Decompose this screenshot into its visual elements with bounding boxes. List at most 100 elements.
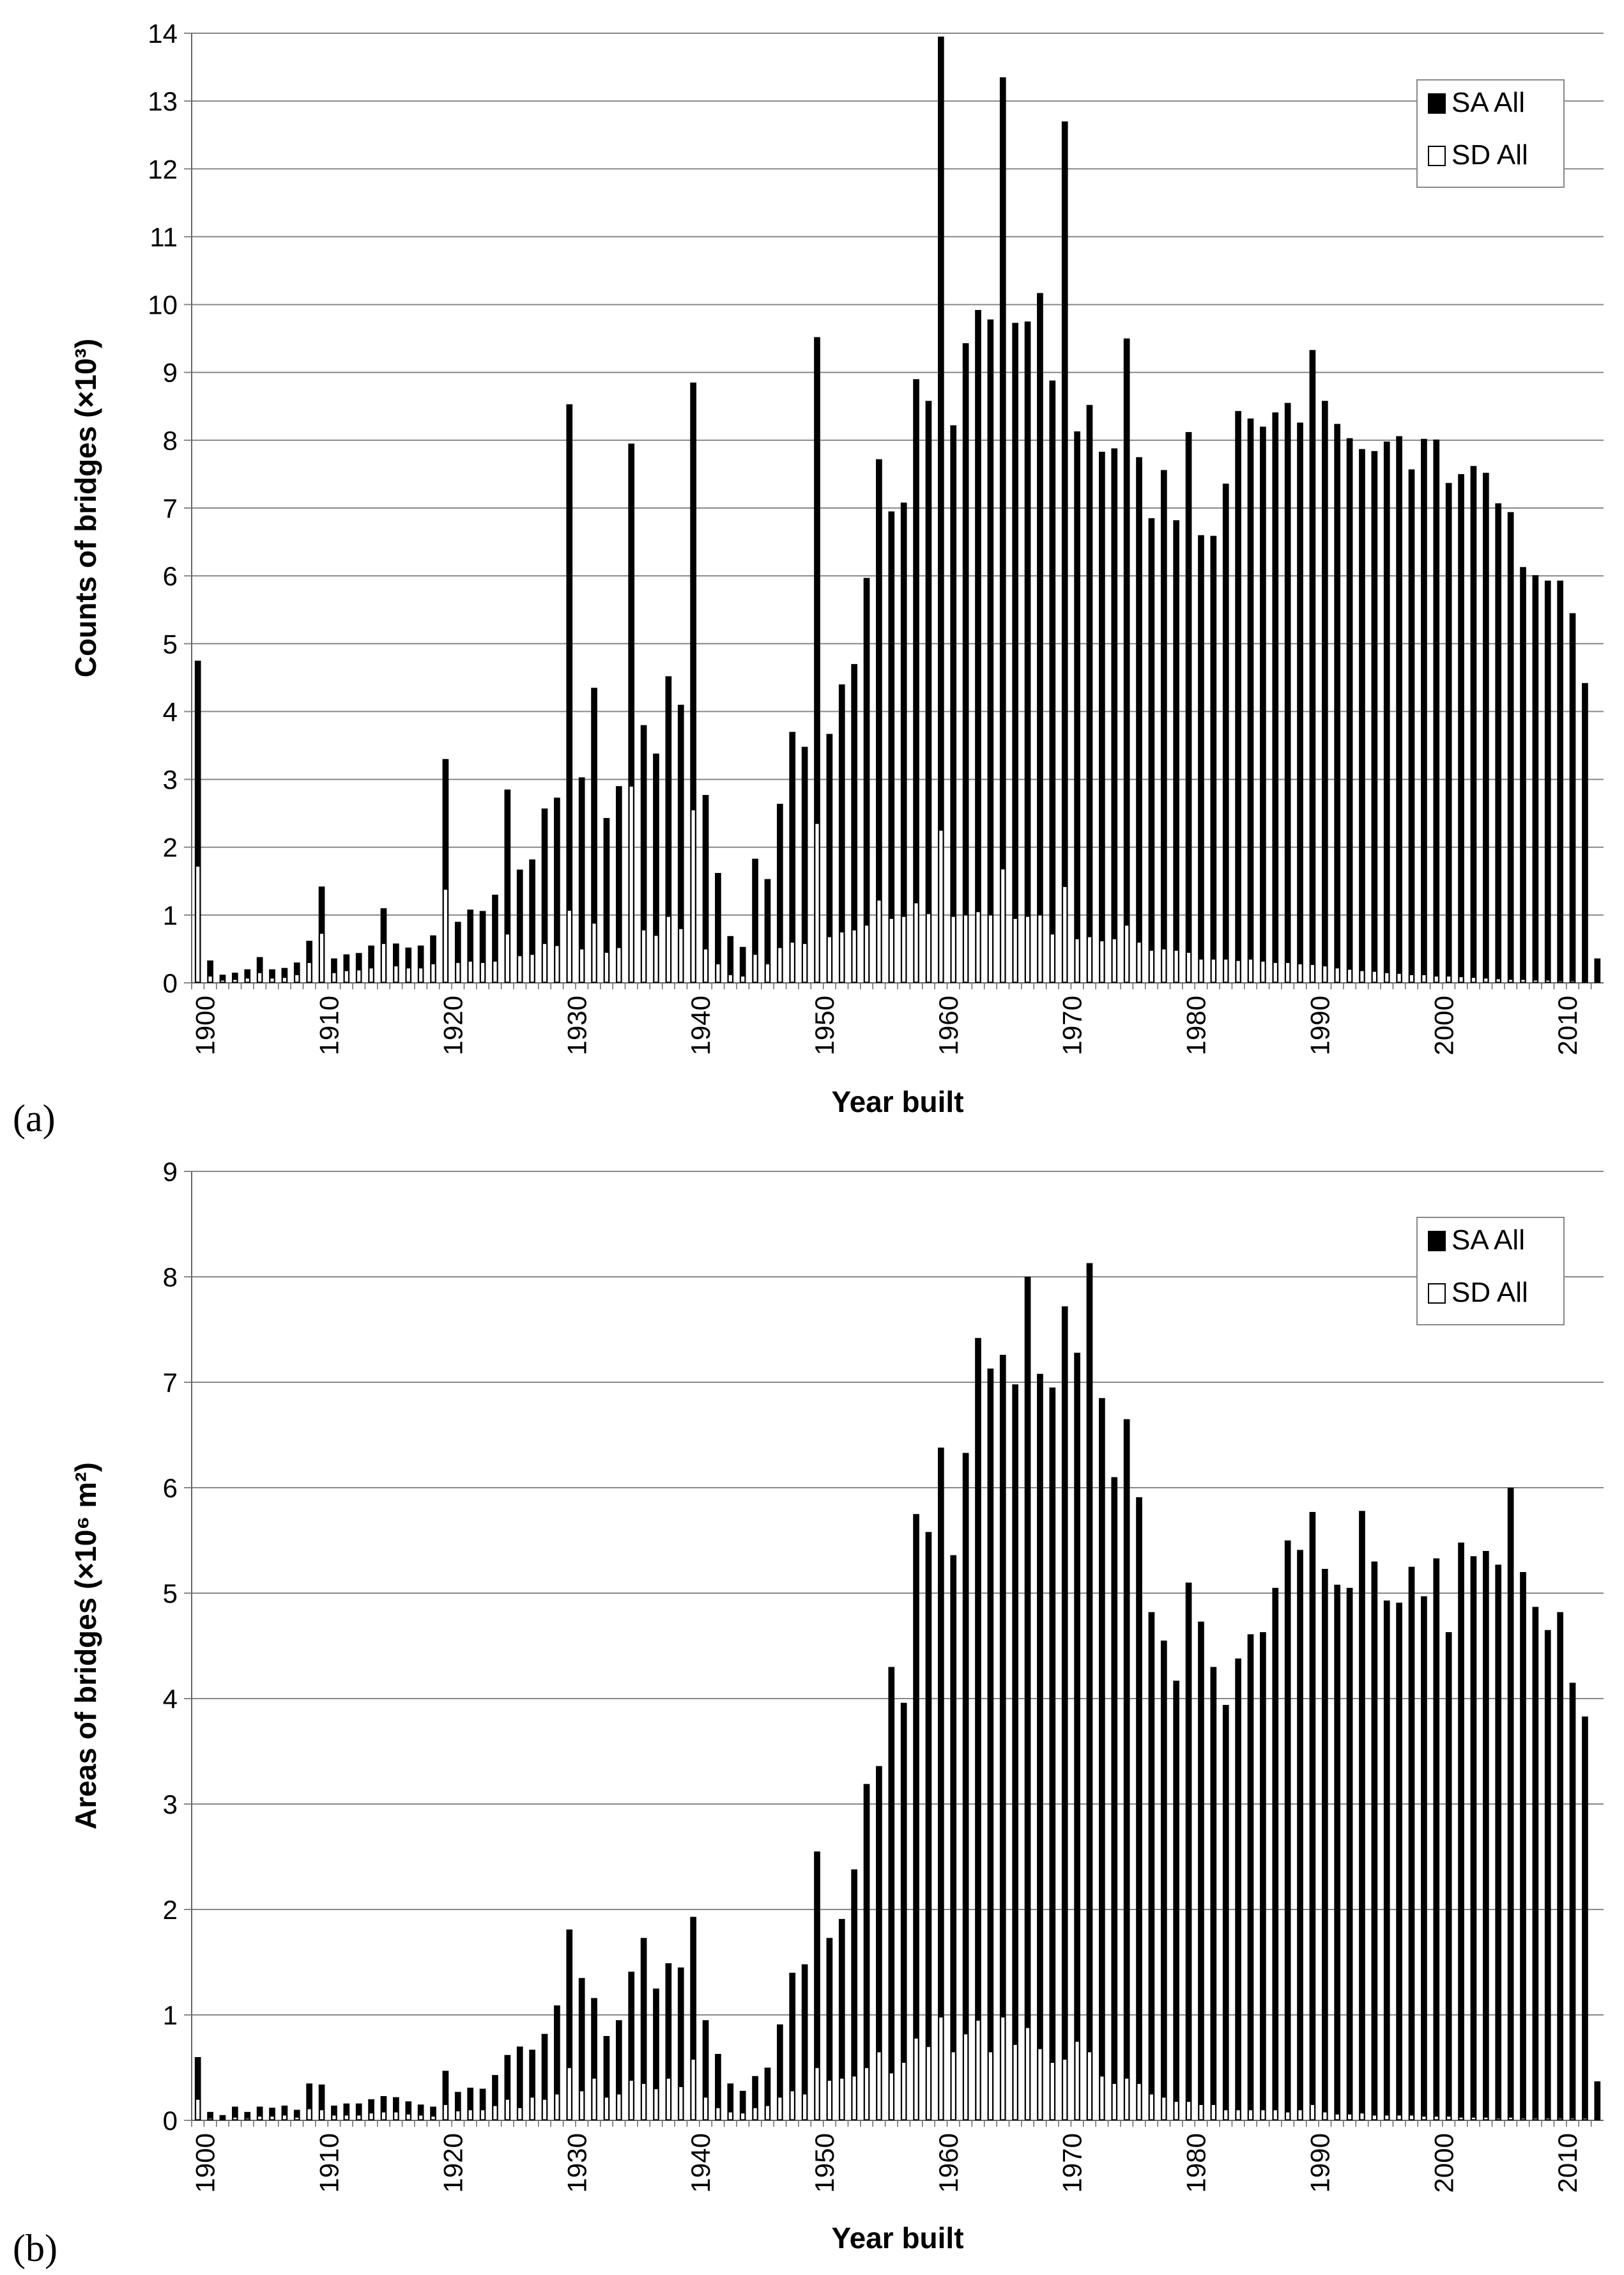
bar-sd-1928 bbox=[542, 2099, 548, 2120]
xtick-label-2010: 2010 bbox=[1552, 2133, 1582, 2193]
bar-sd-1918 bbox=[418, 2115, 424, 2120]
ytick-label-5: 5 bbox=[163, 629, 178, 659]
bar-sa-1921 bbox=[454, 2092, 461, 2120]
bar-sa-1934 bbox=[615, 2020, 622, 2120]
bar-sa-1986 bbox=[1260, 426, 1266, 983]
bar-sa-1988 bbox=[1284, 1540, 1291, 2120]
bar-sa-1977 bbox=[1148, 518, 1155, 983]
bar-sa-1960 bbox=[938, 36, 944, 983]
bar-sa-1968 bbox=[1037, 293, 1043, 983]
bar-sa-1956 bbox=[888, 1667, 895, 2120]
bar-sa-1924 bbox=[492, 895, 498, 983]
bar-sd-1929 bbox=[554, 2094, 560, 2120]
bar-sd-1941 bbox=[703, 948, 709, 983]
bar-sa-1912 bbox=[343, 954, 350, 983]
bar-sa-1966 bbox=[1012, 1384, 1019, 2120]
bar-sd-1912 bbox=[344, 2115, 349, 2120]
xtick-label-1900: 1900 bbox=[190, 996, 220, 1055]
bar-sa-1978 bbox=[1160, 470, 1167, 983]
bar-sa-1903 bbox=[232, 973, 238, 983]
bar-sd-1944 bbox=[740, 2112, 746, 2120]
bar-sd-1920 bbox=[443, 2104, 448, 2120]
bar-sd-1976 bbox=[1136, 2083, 1142, 2120]
bar-sd-1917 bbox=[406, 967, 411, 983]
bar-sa-1976 bbox=[1136, 1497, 1142, 2120]
bar-sd-1974 bbox=[1112, 938, 1117, 983]
bar-sd-1923 bbox=[480, 962, 486, 983]
bar-sa-1952 bbox=[838, 1918, 845, 2120]
bar-sa-1902 bbox=[219, 2115, 226, 2120]
bar-sd-1968 bbox=[1037, 914, 1043, 983]
bar-sa-1990 bbox=[1309, 1511, 1316, 2120]
bar-sa-1989 bbox=[1297, 422, 1303, 983]
bar-sd-2000 bbox=[1434, 975, 1439, 983]
bar-sd-1973 bbox=[1099, 2075, 1105, 2120]
bar-sa-1907 bbox=[281, 2105, 288, 2120]
bar-sa-1908 bbox=[293, 962, 300, 983]
bar-sd-1996 bbox=[1384, 2115, 1390, 2120]
bar-sd-1901 bbox=[207, 2117, 213, 2120]
bar-sd-1947 bbox=[777, 2096, 783, 2120]
bar-sd-1989 bbox=[1297, 963, 1303, 983]
xtick-label-1940: 1940 bbox=[686, 2133, 716, 2193]
bar-sd-1999 bbox=[1421, 974, 1427, 983]
bar-sa-1955 bbox=[876, 459, 882, 983]
bar-sd-1955 bbox=[876, 899, 882, 983]
bar-sa-1991 bbox=[1321, 1569, 1328, 2120]
bar-sd-1935 bbox=[629, 785, 634, 983]
bar-sa-1962 bbox=[962, 1453, 969, 2120]
bar-sd-1952 bbox=[839, 2078, 845, 2120]
bar-sa-1979 bbox=[1173, 1680, 1180, 2120]
bar-sa-1996 bbox=[1383, 441, 1390, 983]
bar-sd-2004 bbox=[1483, 2117, 1489, 2120]
bar-sd-1936 bbox=[641, 929, 647, 983]
ytick-label-6: 6 bbox=[163, 561, 178, 591]
bar-sa-1920 bbox=[442, 2071, 449, 2120]
bar-sd-2008 bbox=[1533, 980, 1538, 983]
bar-sa-1929 bbox=[554, 2005, 560, 2120]
bar-sa-1947 bbox=[776, 2024, 783, 2120]
bar-sa-1961 bbox=[950, 1555, 957, 2120]
bar-sd-1939 bbox=[678, 928, 684, 983]
bar-sd-1902 bbox=[220, 2118, 226, 2120]
bar-sd-1931 bbox=[579, 2090, 585, 2120]
ytick-label-8: 8 bbox=[163, 426, 178, 456]
bar-sa-1984 bbox=[1235, 1658, 1241, 2120]
bar-sa-1982 bbox=[1210, 536, 1217, 983]
bar-sd-1991 bbox=[1322, 965, 1328, 983]
bar-sd-2003 bbox=[1471, 2117, 1476, 2120]
bar-sa-1922 bbox=[467, 909, 474, 983]
bar-sd-1935 bbox=[629, 2079, 634, 2120]
bar-sd-1941 bbox=[703, 2096, 709, 2120]
bar-sa-1934 bbox=[615, 786, 622, 983]
bar-sd-2006 bbox=[1508, 2117, 1513, 2120]
bar-sd-1953 bbox=[852, 929, 857, 983]
bar-sa-1993 bbox=[1346, 1587, 1353, 2120]
bar-sa-1913 bbox=[355, 2103, 362, 2120]
bar-sd-1933 bbox=[604, 952, 609, 983]
bar-sa-1936 bbox=[640, 1938, 647, 2120]
bar-sa-1971 bbox=[1074, 431, 1080, 983]
bar-sa-1951 bbox=[826, 1938, 833, 2120]
bar-sa-1965 bbox=[999, 77, 1006, 983]
bar-sd-1997 bbox=[1397, 2115, 1402, 2120]
bar-sa-1933 bbox=[603, 818, 610, 983]
bar-sd-1981 bbox=[1198, 2104, 1204, 2120]
bar-sd-1992 bbox=[1335, 2113, 1340, 2120]
bar-sd-1912 bbox=[344, 970, 349, 983]
bar-sd-1940 bbox=[691, 2058, 696, 2120]
bar-sd-1985 bbox=[1248, 2109, 1253, 2120]
y-axis-title: Counts of bridges (×10³) bbox=[69, 339, 102, 677]
ytick-label-1: 1 bbox=[163, 900, 178, 930]
bar-sd-1921 bbox=[455, 2110, 461, 2120]
ytick-label-4: 4 bbox=[163, 1684, 178, 1714]
bar-sd-1907 bbox=[282, 976, 287, 983]
bar-sd-1925 bbox=[505, 933, 510, 983]
bar-sa-1998 bbox=[1408, 1566, 1415, 2120]
bar-sd-1994 bbox=[1359, 2112, 1365, 2120]
bar-sd-1946 bbox=[765, 963, 770, 983]
bar-sd-1963 bbox=[975, 911, 981, 983]
bar-sd-1981 bbox=[1198, 959, 1204, 983]
bar-sd-1952 bbox=[839, 931, 845, 983]
bar-sa-1948 bbox=[789, 1973, 796, 2120]
